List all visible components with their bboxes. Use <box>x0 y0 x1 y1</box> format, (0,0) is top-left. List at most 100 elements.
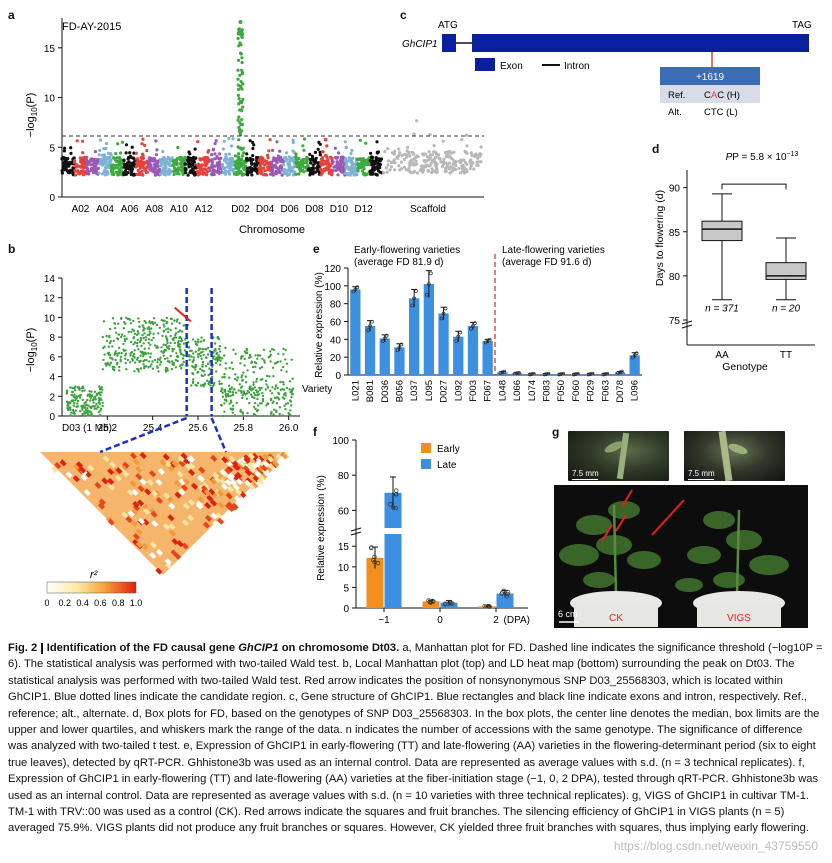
local-point <box>109 361 113 364</box>
ld-cell <box>227 485 235 493</box>
manhattan-point <box>208 169 212 173</box>
local-point <box>190 355 193 358</box>
manhattan-peak-point <box>240 87 244 91</box>
variety-tick-label: F029 <box>586 380 597 402</box>
local-point <box>117 352 121 355</box>
local-point <box>194 365 197 369</box>
scaffold-point <box>460 166 464 170</box>
local-point <box>142 336 145 340</box>
expression-bar <box>394 347 405 375</box>
local-point <box>255 380 258 383</box>
manhattan-point <box>356 157 360 162</box>
manhattan-point <box>229 144 234 148</box>
manhattan-point <box>66 164 70 168</box>
fiber-xtick-label: 0 <box>437 615 443 626</box>
expression-replicate <box>456 334 461 339</box>
ld-cell <box>265 457 273 465</box>
fiber-replicate <box>391 505 396 510</box>
local-point <box>188 358 191 362</box>
ld-cell <box>187 498 196 506</box>
chromosome-tick-label: D04 <box>256 204 275 215</box>
ld-cell <box>224 467 232 475</box>
manhattan-point <box>171 159 175 163</box>
intron-legend-label: Intron <box>564 61 590 72</box>
expression-replicate <box>380 339 385 344</box>
manhattan-point <box>106 151 111 155</box>
ld-cell <box>212 520 220 528</box>
local-point <box>246 369 249 372</box>
local-point <box>282 388 286 391</box>
manhattan-point <box>277 166 281 171</box>
local-point <box>174 327 177 330</box>
manhattan-point <box>250 168 254 172</box>
local-point <box>192 378 195 381</box>
local-point <box>256 397 259 401</box>
local-point <box>86 398 89 402</box>
local-point <box>171 362 174 366</box>
ld-cell <box>135 541 143 549</box>
local-point <box>143 319 146 323</box>
local-point <box>192 352 195 355</box>
ld-cell <box>251 452 259 460</box>
manhattan-point <box>92 162 96 166</box>
local-point <box>92 398 95 402</box>
local-point <box>217 336 220 339</box>
ld-cell <box>184 463 192 471</box>
manhattan-point <box>93 150 98 154</box>
local-point <box>133 332 136 335</box>
manhattan-peak-point <box>238 121 242 125</box>
local-point <box>148 321 151 324</box>
local-point <box>137 332 140 335</box>
local-point <box>191 338 195 341</box>
manhattan-point <box>370 168 374 172</box>
significance-bracket <box>721 183 787 190</box>
manhattan-point <box>379 157 384 161</box>
local-point <box>258 367 262 370</box>
ld-cell <box>174 491 182 499</box>
manhattan-point <box>97 171 101 175</box>
scaffold-point <box>446 150 450 154</box>
local-point <box>158 363 162 366</box>
local-point <box>125 368 128 371</box>
local-point <box>172 348 175 351</box>
expression-replicate <box>618 370 622 375</box>
ld-cell <box>162 453 170 461</box>
local-point <box>71 399 74 402</box>
manhattan-point <box>136 168 140 173</box>
expression-replicate <box>542 372 547 377</box>
local-point <box>200 336 203 339</box>
boxplot-ylabel: Days to flowering (d) <box>654 190 666 286</box>
local-point <box>269 350 272 353</box>
local-point <box>220 357 224 360</box>
local-point <box>174 366 178 369</box>
local-point <box>290 404 293 407</box>
expression-ytick-label: 100 <box>324 282 341 293</box>
manhattan-point <box>60 157 65 161</box>
manhattan-point <box>161 149 165 154</box>
local-point <box>164 370 168 373</box>
manhattan-point <box>211 165 215 169</box>
local-point <box>224 367 227 370</box>
local-point <box>284 391 287 395</box>
ld-link-left <box>99 416 188 454</box>
expression-replicate <box>473 321 477 325</box>
manhattan-point <box>242 151 246 155</box>
ld-cell <box>115 467 123 475</box>
local-point <box>105 334 108 338</box>
legend-early-swatch <box>421 443 431 453</box>
local-point <box>101 404 104 408</box>
manhattan-point <box>191 170 195 174</box>
ld-cell <box>244 469 252 477</box>
colorbar-tick-label: 0.6 <box>94 598 107 608</box>
local-point <box>285 362 289 365</box>
manhattan-peak-point <box>241 82 245 86</box>
local-point <box>290 390 293 394</box>
local-point <box>153 358 157 362</box>
manhattan-peak-point <box>239 164 243 168</box>
manhattan-point <box>376 150 380 154</box>
ld-cell <box>232 483 240 491</box>
local-point <box>170 322 174 325</box>
local-point <box>202 339 205 342</box>
local-point <box>201 365 204 368</box>
local-point <box>260 386 263 390</box>
